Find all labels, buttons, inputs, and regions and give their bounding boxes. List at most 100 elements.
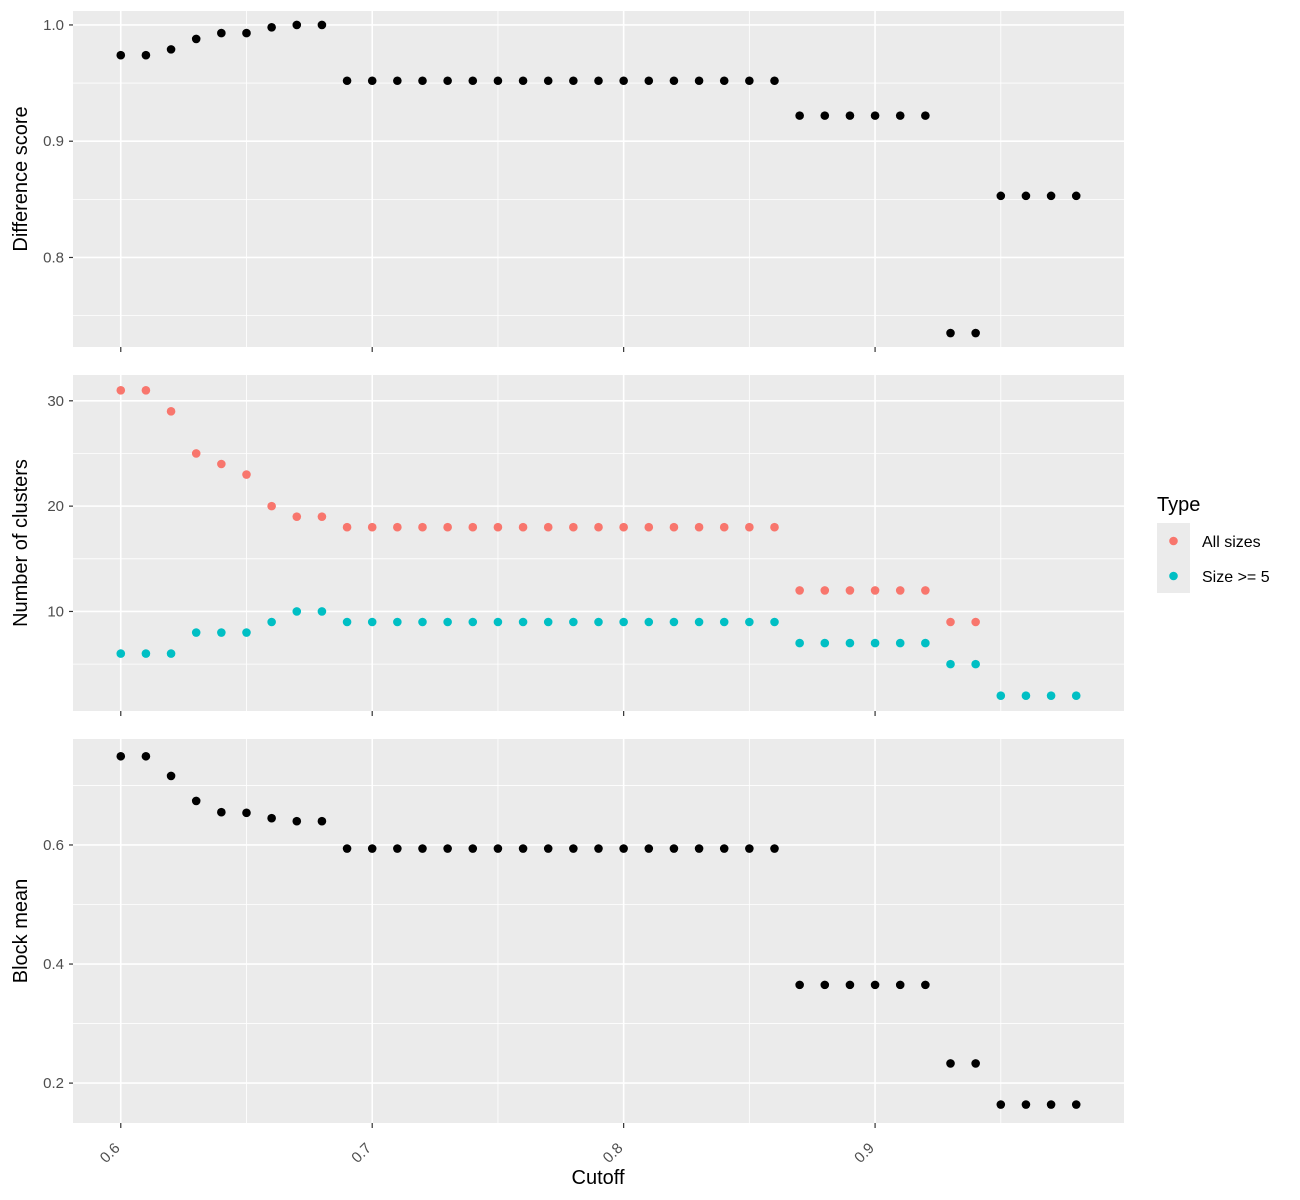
- panel-background: [73, 375, 1124, 711]
- data-point: [895, 980, 905, 990]
- data-point: [795, 980, 804, 990]
- data-point: [719, 522, 729, 532]
- data-point: [895, 586, 905, 595]
- data-point: [795, 111, 804, 120]
- y-tick-label: 0.4: [43, 956, 64, 973]
- data-point: [267, 813, 276, 823]
- data-point: [393, 617, 402, 627]
- data-point: [845, 980, 855, 990]
- data-point: [745, 76, 754, 86]
- data-point: [921, 638, 930, 648]
- data-point: [569, 844, 578, 853]
- data-point: [367, 617, 377, 627]
- x-tick-label: 0.6: [97, 1140, 124, 1167]
- data-point: [996, 1100, 1006, 1109]
- data-point: [644, 617, 654, 627]
- x-tick-label: 0.9: [851, 1140, 878, 1167]
- data-point: [242, 808, 251, 818]
- data-point: [191, 796, 201, 806]
- y-tick-label: 1.0: [43, 17, 64, 34]
- y-axis-title: Block mean: [10, 879, 32, 984]
- panel-2: 10 20 30 Number of clusters: [10, 375, 1124, 716]
- data-point: [719, 76, 729, 86]
- data-point: [820, 586, 830, 595]
- data-point: [870, 980, 880, 990]
- data-point: [719, 844, 729, 853]
- data-point: [895, 638, 905, 648]
- data-point: [267, 22, 276, 32]
- data-point: [292, 816, 302, 826]
- data-point: [1071, 191, 1081, 201]
- data-point: [1046, 691, 1056, 701]
- y-tick-label: 0.6: [43, 837, 64, 854]
- data-point: [418, 522, 427, 532]
- x-tick-label: 0.7: [348, 1140, 375, 1167]
- data-point: [468, 617, 478, 627]
- data-point: [317, 20, 327, 30]
- data-point: [946, 617, 955, 627]
- data-point: [317, 816, 327, 826]
- data-point: [317, 607, 327, 616]
- data-point: [644, 844, 654, 853]
- y-tick-label: 10: [47, 603, 64, 620]
- legend-label-size-ge-5: Size >= 5: [1202, 569, 1270, 586]
- x-axis-title: Cutoff: [572, 1167, 625, 1189]
- legend-title: Type: [1157, 494, 1200, 516]
- data-point: [468, 76, 478, 86]
- data-point: [267, 501, 276, 511]
- data-point: [543, 76, 553, 86]
- data-point: [669, 844, 679, 853]
- legend-label-all-sizes: All sizes: [1202, 534, 1261, 551]
- data-point: [669, 76, 679, 86]
- data-point: [895, 111, 905, 120]
- data-point: [820, 638, 830, 648]
- legend-key-all-sizes: [1169, 536, 1178, 546]
- data-point: [367, 522, 377, 532]
- data-point: [946, 659, 955, 669]
- data-point: [770, 522, 779, 532]
- data-point: [594, 76, 603, 86]
- data-point: [694, 522, 704, 532]
- data-point: [468, 522, 478, 532]
- data-point: [166, 771, 176, 781]
- data-point: [443, 522, 452, 532]
- data-point: [619, 844, 628, 853]
- data-point: [669, 522, 679, 532]
- data-point: [594, 522, 603, 532]
- data-point: [116, 50, 126, 60]
- data-point: [342, 76, 352, 86]
- data-point: [317, 512, 327, 521]
- data-point: [1071, 691, 1081, 701]
- panel-background: [73, 739, 1124, 1123]
- data-point: [1046, 1100, 1056, 1109]
- data-point: [166, 407, 176, 416]
- data-point: [644, 76, 654, 86]
- data-point: [946, 1059, 955, 1068]
- data-point: [820, 111, 830, 120]
- data-point: [845, 586, 855, 595]
- data-point: [141, 751, 151, 761]
- data-point: [569, 617, 578, 627]
- data-point: [468, 844, 478, 853]
- data-point: [166, 45, 176, 54]
- data-point: [569, 522, 578, 532]
- legend-key-background: [1157, 523, 1190, 593]
- data-point: [971, 659, 980, 669]
- data-point: [669, 617, 679, 627]
- data-point: [1021, 691, 1031, 701]
- data-point: [619, 617, 628, 627]
- data-point: [594, 844, 603, 853]
- data-point: [518, 617, 528, 627]
- data-point: [393, 76, 402, 86]
- data-point: [267, 617, 276, 627]
- data-point: [845, 638, 855, 648]
- data-point: [367, 76, 377, 86]
- data-point: [745, 844, 754, 853]
- data-point: [141, 385, 151, 395]
- panel-1: 0.8 0.9 1.0 Difference score: [10, 11, 1124, 352]
- legend: Type All sizes Size >= 5: [1157, 494, 1270, 593]
- data-point: [518, 844, 528, 853]
- y-tick-label: 20: [47, 498, 64, 515]
- data-point: [518, 522, 528, 532]
- data-point: [116, 751, 126, 761]
